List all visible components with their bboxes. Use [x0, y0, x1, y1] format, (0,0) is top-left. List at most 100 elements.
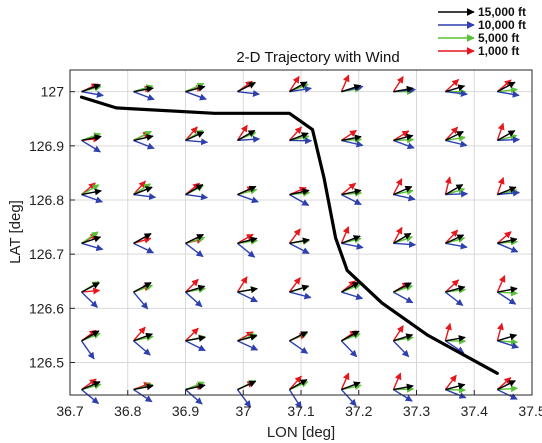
wind-arrow-10000ft — [289, 340, 309, 354]
wind-arrow-10000ft — [393, 139, 415, 150]
wind-arrow-10000ft — [237, 89, 260, 97]
wind-arrow-1000ft — [444, 176, 452, 195]
wind-arrow-10000ft — [185, 291, 203, 308]
wind-arrow-10000ft — [237, 135, 261, 143]
wind-arrow-15000ft — [445, 335, 466, 342]
y-ticks: 126.5 126.6 126.7 126.8 126.9 127 — [29, 84, 75, 371]
wind-arrow-15000ft — [133, 232, 152, 244]
wind-arrow-15000ft — [185, 84, 206, 93]
wind-arrow-10000ft — [133, 91, 155, 101]
wind-arrow-10000ft — [185, 91, 207, 101]
wind-arrow-1000ft — [393, 130, 410, 142]
wind-arrow-10000ft — [237, 340, 259, 351]
wind-arrow-15000ft — [81, 282, 100, 293]
legend-label: 15,000 ft — [478, 5, 526, 19]
wind-arrow-10000ft — [392, 340, 410, 358]
legend-label: 1,000 ft — [478, 44, 519, 58]
wind-arrow-1000ft — [340, 182, 357, 196]
wind-arrow-1000ft — [444, 126, 459, 141]
wind-arrow-15000ft — [185, 233, 205, 244]
wind-arrow-15000ft — [237, 129, 256, 142]
wind-arrow-15000ft — [185, 334, 206, 342]
wind-arrow-1000ft — [496, 322, 504, 342]
wind-arrow-10000ft — [81, 242, 104, 252]
wind-arrow-1000ft — [444, 229, 459, 244]
wind-arrow-1000ft — [392, 76, 404, 93]
wind-arrow-1000ft — [496, 275, 506, 293]
wind-arrow-10000ft — [81, 389, 100, 405]
wind-arrow-15000ft — [393, 185, 413, 196]
y-tick-label: 126.5 — [29, 355, 64, 371]
y-tick-label: 126.8 — [29, 192, 64, 208]
wind-arrows — [80, 74, 520, 409]
y-tick-label: 126.9 — [29, 138, 64, 154]
wind-arrow-1000ft — [444, 279, 460, 293]
wind-arrow-10000ft — [80, 340, 95, 360]
wind-arrow-1000ft — [340, 372, 350, 390]
wind-arrow-1000ft — [496, 231, 512, 244]
wind-arrow-10000ft — [236, 389, 252, 408]
legend-label: 5,000 ft — [478, 31, 519, 45]
wind-arrow-10000ft — [444, 291, 464, 307]
wind-arrow-10000ft — [497, 136, 520, 144]
wind-arrow-10000ft — [445, 190, 469, 198]
wind-arrow-1000ft — [496, 377, 512, 391]
wind-arrow-10000ft — [185, 138, 209, 146]
wind-arrow-15000ft — [289, 378, 308, 391]
wind-arrow-10000ft — [185, 193, 208, 201]
wind-arrow-1000ft — [132, 326, 146, 342]
wind-arrow-10000ft — [288, 389, 302, 409]
wind-arrow-15000ft — [393, 133, 414, 142]
wind-arrow-15000ft — [289, 237, 310, 245]
wind-arrow-15000ft — [289, 132, 309, 142]
wind-arrow-10000ft — [497, 90, 520, 98]
wind-arrow-15000ft — [445, 234, 465, 244]
wind-arrow-1000ft — [340, 226, 350, 244]
wind-arrow-1000ft — [392, 178, 403, 195]
wind-arrow-10000ft — [497, 242, 519, 253]
x-tick-label: 37.2 — [345, 403, 372, 419]
wind-arrow-15000ft — [289, 81, 308, 93]
wind-arrow-15000ft — [237, 286, 258, 294]
wind-arrow-15000ft — [81, 134, 102, 142]
wind-arrow-15000ft — [289, 331, 308, 342]
wind-arrow-1000ft — [81, 287, 101, 295]
wind-arrow-10000ft — [497, 340, 519, 349]
wind-arrow-5000ft — [81, 184, 100, 196]
wind-arrow-10000ft — [497, 189, 520, 197]
x-tick-label: 37.5 — [518, 403, 542, 419]
x-tick-label: 37.3 — [403, 403, 430, 419]
wind-arrow-1000ft — [496, 176, 505, 195]
legend-label: 10,000 ft — [478, 18, 526, 32]
wind-arrow-1000ft — [496, 122, 505, 141]
wind-arrow-15000ft — [341, 281, 360, 293]
wind-arrow-1000ft — [288, 126, 303, 141]
wind-arrow-10000ft — [289, 291, 312, 300]
wind-arrow-15000ft — [133, 134, 154, 142]
wind-arrow-15000ft — [237, 185, 257, 196]
wind-arrow-5000ft — [445, 386, 467, 394]
wind-arrow-15000ft — [497, 236, 518, 245]
wind-arrow-15000ft — [133, 383, 154, 391]
wind-arrow-5000ft — [445, 134, 466, 142]
wind-arrow-10000ft — [81, 139, 101, 153]
x-tick-label: 36.7 — [56, 403, 83, 419]
wind-arrow-10000ft — [341, 242, 364, 250]
wind-arrow-15000ft — [237, 236, 258, 245]
wind-arrow-10000ft — [81, 193, 103, 204]
wind-arrow-1000ft — [288, 228, 301, 244]
wind-arrow-15000ft — [185, 183, 204, 196]
wind-arrow-10000ft — [393, 193, 416, 202]
wind-arrow-15000ft — [341, 84, 362, 93]
wind-arrow-10000ft — [133, 242, 155, 254]
wind-arrow-10000ft — [289, 242, 310, 255]
wind-arrow-15000ft — [497, 380, 516, 391]
wind-arrow-10000ft — [444, 340, 465, 354]
wind-arrow-15000ft — [341, 381, 361, 391]
wind-arrow-15000ft — [81, 83, 101, 93]
wind-arrow-1000ft — [392, 226, 403, 244]
wind-arrow-10000ft — [133, 340, 151, 356]
wind-arrow-1000ft — [288, 277, 301, 293]
y-tick-label: 127 — [41, 84, 65, 100]
